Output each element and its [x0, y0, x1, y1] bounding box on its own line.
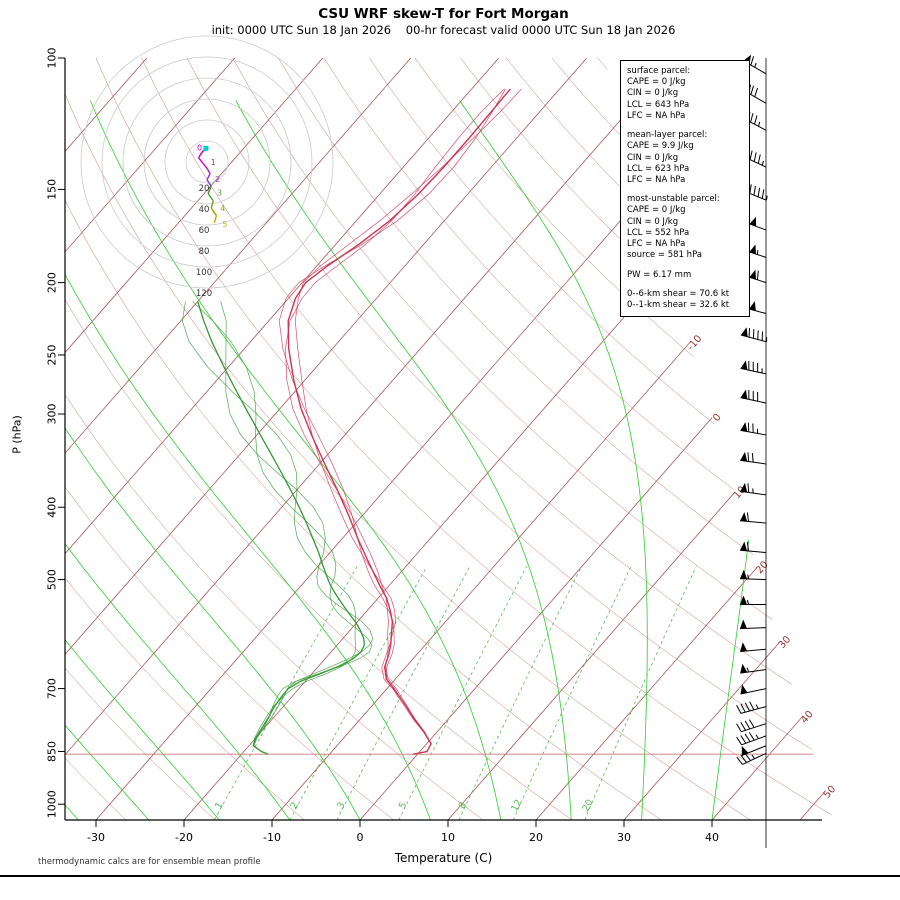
info-line: CIN = 0 J/kg: [627, 88, 679, 99]
pressure-tick-label: 100: [46, 48, 59, 69]
pressure-tick-label: 150: [46, 179, 59, 200]
bottom-divider: [0, 875, 900, 877]
hodograph-height-label: 0: [197, 143, 202, 152]
temp-tick-label: 20: [529, 831, 543, 844]
info-line: CIN = 0 J/kg: [627, 152, 679, 163]
temperature-profile: [287, 88, 511, 755]
info-line: LCL = 643 hPa: [627, 99, 690, 110]
temp-tick-label: 10: [441, 831, 455, 844]
y-axis-label: P (hPa): [10, 415, 24, 454]
hodograph-ring-label: 120: [196, 289, 212, 299]
hodograph-ring-label: 100: [196, 268, 212, 278]
temp-tick-label: -30: [87, 831, 105, 844]
info-section: mean-layer parcel: CAPE = 9.9 J/kg CIN = 0…: [627, 130, 743, 186]
hodograph-height-label: 2: [215, 175, 220, 184]
profiles: [181, 88, 522, 755]
parcel-info-box: surface parcel: CAPE = 0 J/kg CIN = 0 J/kg…: [620, 60, 750, 318]
isotherm-label: -10: [685, 333, 704, 353]
storm-motion-marker: [203, 145, 209, 151]
temp-tick-label: -10: [263, 831, 281, 844]
hodograph-ring-label: 20: [199, 184, 210, 194]
isotherm-label: 0: [711, 412, 723, 424]
background-lines: [65, 58, 833, 820]
chart-subtitle: init: 0000 UTC Sun 18 Jan 2026 00-hr for…: [211, 23, 676, 37]
isotherm-label: 20: [754, 559, 771, 576]
isotherm-label: 30: [777, 634, 794, 651]
pressure-tick-label: 250: [46, 344, 59, 365]
hodograph-height-label: 4: [220, 204, 225, 213]
mixing-ratio-label: 20: [580, 798, 595, 814]
isotherm-label: 40: [799, 709, 816, 726]
hodograph-ring-label: 40: [199, 205, 210, 215]
hodograph-ring-label: 60: [199, 226, 210, 236]
isotherm-label: 50: [822, 784, 839, 801]
temp-tick-label: 30: [617, 831, 631, 844]
info-line: 0--1-km shear = 32.6 kt: [627, 299, 730, 310]
footer-note: thermodynamic calcs are for ensemble mea…: [38, 857, 261, 867]
pressure-tick-label: 300: [46, 404, 59, 425]
mixing-ratio-label: 5: [397, 800, 410, 811]
info-section-header: mean-layer parcel:: [627, 130, 708, 141]
info-section: surface parcel: CAPE = 0 J/kg CIN = 0 J/kg…: [627, 66, 743, 122]
info-section-header: surface parcel:: [627, 66, 691, 76]
pressure-tick-label: 200: [46, 272, 59, 293]
dewpoint-profile: [197, 301, 365, 755]
wind-barbs: [736, 54, 768, 848]
info-line: LFC = NA hPa: [627, 174, 686, 185]
info-section: 0--6-km shear = 70.6 kt 0--1-km shear = 3…: [627, 289, 743, 311]
info-line: 0--6-km shear = 70.6 kt: [627, 288, 730, 299]
info-line: LCL = 623 hPa: [627, 163, 690, 174]
info-line: CAPE = 0 J/kg: [627, 77, 686, 88]
info-line: LFC = NA hPa: [627, 110, 686, 121]
hodograph: 20 40 60 80 100 120 01 2 3 4 5: [80, 35, 334, 299]
mixing-ratio-label: 2: [288, 800, 301, 811]
mixing-ratio-label: 1: [213, 800, 226, 811]
pressure-tick-label: 700: [46, 678, 59, 699]
info-line: CAPE = 9.9 J/kg: [627, 141, 694, 152]
temp-tick-label: -20: [175, 831, 193, 844]
pressure-tick-label: 500: [46, 569, 59, 590]
chart-title: CSU WRF skew-T for Fort Morgan: [318, 6, 569, 22]
hodograph-ring-label: 80: [199, 247, 210, 257]
hodograph-height-label: 3: [217, 189, 222, 198]
info-line: CAPE = 0 J/kg: [627, 205, 686, 216]
info-section: PW = 6.17 mm: [627, 270, 743, 281]
mixing-ratio-label: 3: [335, 800, 348, 811]
pressure-tick-label: 1000: [46, 790, 59, 818]
info-section-header: most-unstable parcel:: [627, 194, 720, 205]
info-line: LCL = 552 hPa: [627, 227, 690, 238]
info-section: most-unstable parcel: CAPE = 0 J/kg CIN = …: [627, 194, 743, 261]
pressure-tick-label: 400: [46, 497, 59, 518]
temp-tick-label: 40: [705, 831, 719, 844]
hodograph-height-label: 5: [222, 220, 227, 229]
mixing-ratio-label: 12: [509, 798, 524, 814]
hodograph-height-label: 1: [211, 158, 216, 167]
x-axis-label: Temperature (C): [394, 851, 493, 865]
temp-tick-label: 0: [357, 831, 364, 844]
info-line: PW = 6.17 mm: [627, 269, 692, 280]
info-line: LFC = NA hPa: [627, 239, 686, 250]
mixing-ratio-label: 8: [457, 800, 470, 811]
pressure-tick-label: 850: [46, 741, 59, 762]
info-line: CIN = 0 J/kg: [627, 216, 679, 227]
info-line: source = 581 hPa: [627, 250, 703, 261]
